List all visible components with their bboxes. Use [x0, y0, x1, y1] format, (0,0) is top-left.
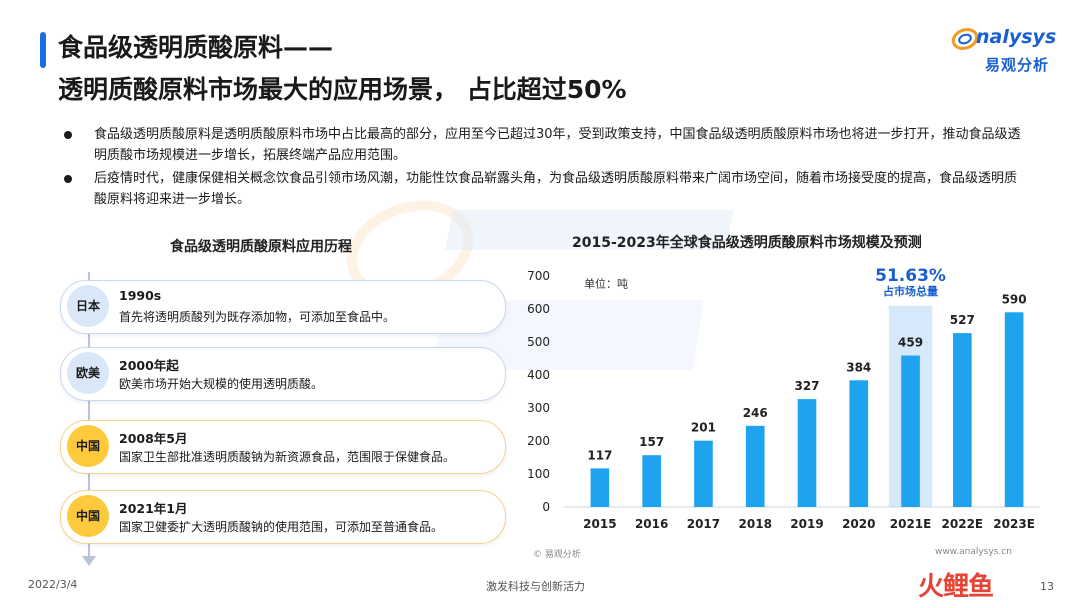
timeline-arrow-icon [82, 556, 96, 566]
timeline-axis-line [88, 272, 90, 562]
bullet-point-1: 食品级透明质酸原料是透明质酸原料市场中占比最高的部分，应用至今已超过30年，受到… [64, 124, 1024, 166]
history-date: 2000年起 [119, 358, 179, 373]
x-tick-label: 2021E [890, 517, 932, 531]
region-badge: 日本 [67, 285, 109, 327]
page-number: 13 [1040, 580, 1054, 593]
x-tick-label: 2018 [739, 517, 772, 531]
bar-2018 [745, 425, 765, 507]
x-tick-label: 2015 [583, 517, 616, 531]
bar-value-label: 327 [794, 379, 819, 393]
region-badge: 欧美 [67, 352, 109, 394]
bullet-dot-icon [64, 131, 72, 139]
x-tick-label: 2020 [842, 517, 875, 531]
y-tick-label: 0 [542, 500, 550, 514]
bullet-point-2: 后疫情时代，健康保健相关概念饮食品引领市场风潮，功能性饮食品崭露头角，为食品级透… [64, 168, 1024, 210]
analysys-logo-icon [951, 28, 979, 50]
y-tick-label: 200 [527, 434, 550, 448]
history-card-china-2021: 中国 2021年1月 国家卫健委扩大透明质酸钠的使用范围，可添加至普通食品。 [60, 490, 506, 544]
x-tick-label: 2023E [993, 517, 1035, 531]
history-description: 欧美市场开始大规模的使用透明质酸。 [119, 377, 324, 391]
history-description: 首先将透明质酸列为既存添加物，可添加至食品中。 [119, 310, 396, 324]
bar-value-label: 246 [743, 406, 768, 420]
x-tick-label: 2022E [942, 517, 984, 531]
logo-chinese-name: 易观分析 [985, 56, 1050, 74]
bullet-text: 后疫情时代，健康保健相关概念饮食品引领市场风潮，功能性饮食品崭露头角，为食品级透… [94, 171, 1018, 207]
bar-value-label: 459 [898, 336, 923, 350]
bar-value-label: 527 [950, 313, 975, 327]
bullet-dot-icon [64, 175, 72, 183]
chart-title: 2015-2023年全球食品级透明质酸原料市场规模及预测 [572, 235, 922, 251]
x-tick-label: 2016 [635, 517, 668, 531]
y-tick-label: 400 [527, 368, 550, 382]
bar-2015 [590, 468, 610, 507]
y-tick-label: 500 [527, 335, 550, 349]
website-url: www.analysys.cn [935, 547, 1012, 557]
bar-value-label: 201 [691, 421, 716, 435]
bullet-text: 食品级透明质酸原料是透明质酸原料市场中占比最高的部分，应用至今已超过30年，受到… [94, 127, 1021, 163]
bar-value-label: 117 [587, 448, 612, 462]
bar-2020 [849, 380, 869, 507]
bar-2022E [953, 333, 972, 507]
y-tick-label: 100 [527, 467, 550, 481]
y-tick-label: 700 [527, 269, 550, 283]
bar-2019 [797, 399, 817, 507]
history-section-title: 食品级透明质酸原料应用历程 [170, 239, 352, 255]
history-date: 2008年5月 [119, 431, 188, 446]
history-date: 1990s [119, 288, 162, 303]
history-card-china-2008: 中国 2008年5月 国家卫生部批准透明质酸钠为新资源食品，范围限于保健食品。 [60, 420, 506, 474]
page-title-line1: 食品级透明质酸原料—— [58, 33, 334, 62]
x-tick-label: 2019 [790, 517, 823, 531]
logo-wordmark: nalysys [976, 26, 1057, 48]
bar-2021E [901, 355, 920, 507]
region-badge: 中国 [67, 425, 109, 467]
history-description: 国家卫生部批准透明质酸钠为新资源食品，范围限于保健食品。 [119, 450, 456, 464]
bar-value-label: 384 [846, 360, 871, 374]
history-card-europe-us: 欧美 2000年起 欧美市场开始大规模的使用透明质酸。 [60, 347, 506, 401]
source-note: © 易观分析 [533, 550, 581, 560]
history-date: 2021年1月 [119, 501, 188, 516]
market-size-bar-chart: 51.63%占市场总量 0 100 200 300 400 500 600 700 单位：吨 117… [527, 266, 1040, 531]
x-tick-label: 2017 [687, 517, 720, 531]
bar-value-label: 157 [639, 435, 664, 449]
title-accent-bar [40, 32, 46, 68]
report-date: 2022/3/4 [28, 578, 78, 591]
bar-value-label: 590 [1002, 292, 1027, 306]
region-badge: 中国 [67, 495, 109, 537]
unit-label: 单位：吨 [584, 277, 628, 291]
y-tick-label: 300 [527, 401, 550, 415]
footer-slogan: 激发科技与创新活力 [486, 580, 585, 593]
highlight-value-label: 51.63% [875, 266, 946, 286]
page-title-line2: 透明质酸原料市场最大的应用场景， 占比超过50% [58, 75, 627, 104]
bar-2017 [694, 440, 713, 507]
history-description: 国家卫健委扩大透明质酸钠的使用范围，可添加至普通食品。 [119, 520, 444, 534]
y-tick-label: 600 [527, 302, 550, 316]
bar-2016 [642, 455, 661, 507]
brand-watermark: 火鲤鱼 [918, 572, 994, 602]
bar-2023E [1004, 312, 1024, 507]
highlight-caption-label: 占市场总量 [883, 284, 938, 298]
history-card-japan: 日本 1990s 首先将透明质酸列为既存添加物，可添加至食品中。 [60, 280, 506, 334]
